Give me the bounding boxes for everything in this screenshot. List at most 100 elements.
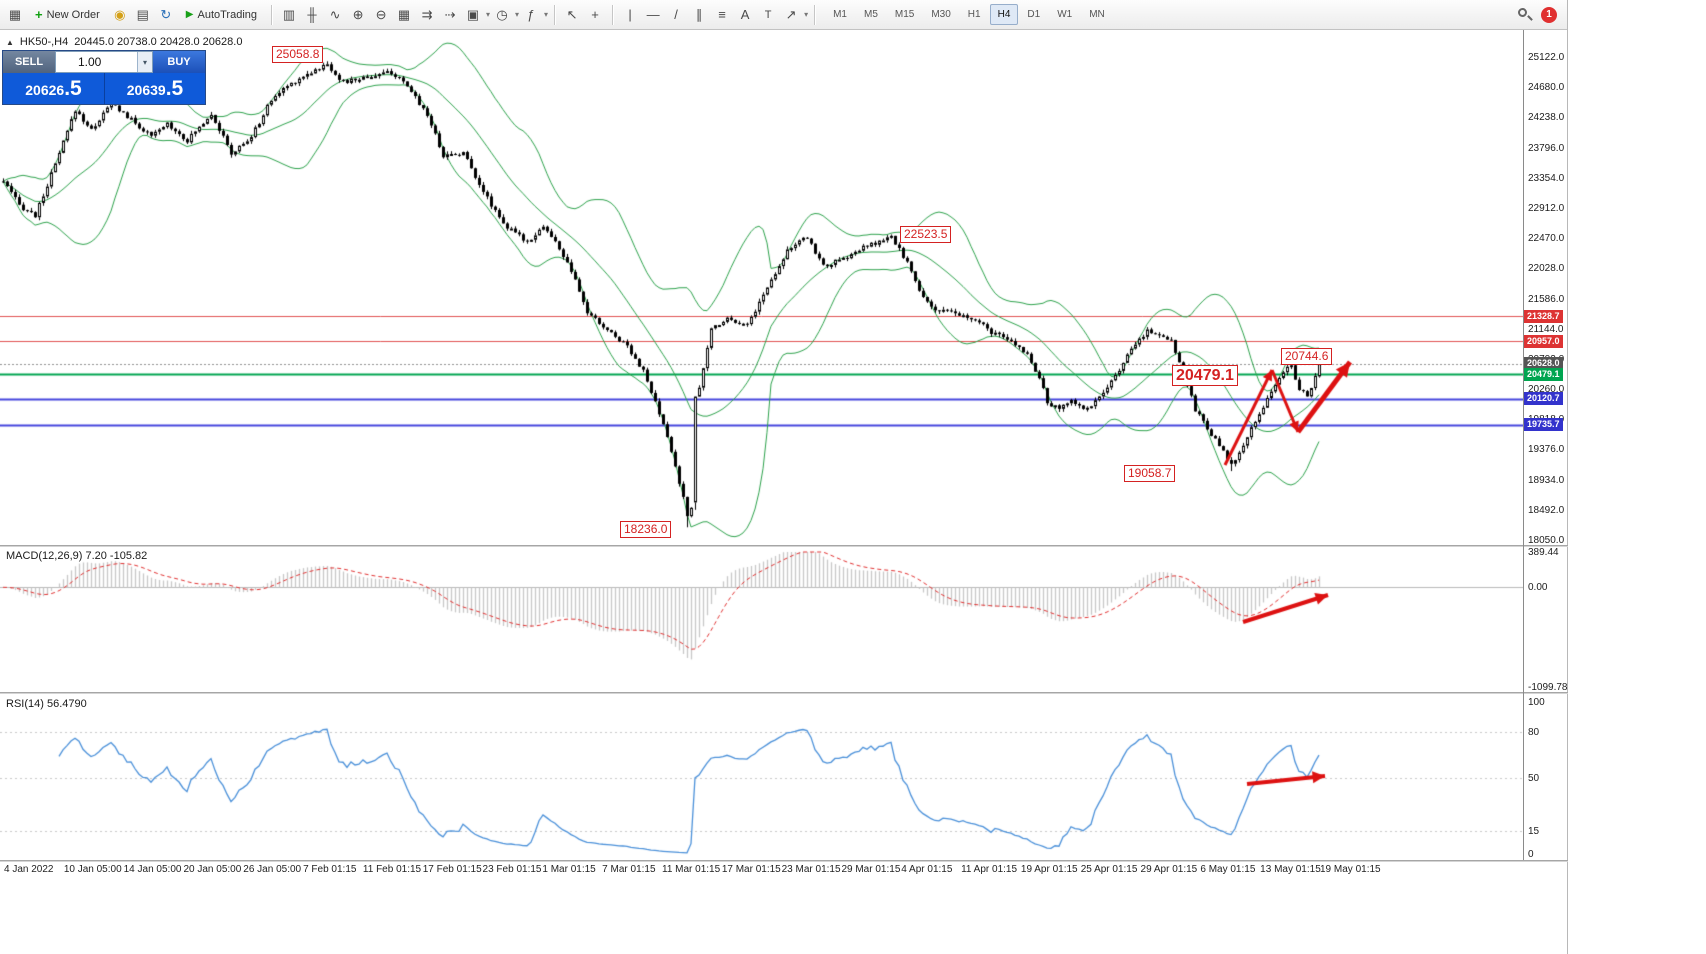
candlestick-chart-icon[interactable]: ╫	[307, 7, 317, 22]
bar-chart-icon[interactable]: ▥	[282, 6, 296, 22]
time-axis-label: 26 Jan 05:00	[243, 864, 302, 875]
timeframe-mn[interactable]: MN	[1089, 9, 1105, 20]
time-axis-label: 4 Apr 01:15	[901, 864, 953, 875]
price-callout[interactable]: 20479.1	[1172, 365, 1238, 386]
line-chart-icon[interactable]: ∿	[329, 6, 341, 22]
timeframe-d1[interactable]: D1	[1027, 9, 1041, 20]
price-axis-label: 18934.0	[1528, 474, 1565, 486]
zoom-out-icon[interactable]: ⊖	[375, 6, 387, 22]
rsi-label: RSI(14) 56.4790	[6, 698, 87, 710]
symbol-period-label: HK50-,H4	[19, 36, 69, 48]
price-axis-label: 25122.0	[1528, 52, 1565, 63]
horizontal-line-tool-icon[interactable]: —	[646, 7, 660, 22]
ohlc-values: 20445.0 20738.0 20428.0 20628.0	[74, 36, 243, 48]
timeframe-group: M1 M5 M15 M30 H1 H4 D1 W1 MN	[825, 4, 1113, 25]
timeframe-m30[interactable]: M30	[931, 9, 951, 20]
text-label-tool-icon[interactable]: T	[764, 8, 772, 21]
arrows-tool-icon[interactable]: ↗	[785, 6, 797, 22]
price-axis-label: 22912.0	[1528, 202, 1565, 214]
price-axis-label: 21586.0	[1528, 293, 1565, 305]
macd-indicator-canvas[interactable]	[0, 547, 1523, 692]
price-tag-20479.1: 20479.1	[1524, 367, 1563, 381]
chart-window-icon[interactable]: ▦	[8, 6, 22, 22]
rsi-indicator-canvas[interactable]	[0, 694, 1523, 860]
timeframe-m1[interactable]: M1	[833, 9, 847, 20]
panel-splitter[interactable]	[0, 860, 1568, 862]
timeframe-m15[interactable]: M15	[894, 9, 915, 20]
price-axis-label: 23796.0	[1528, 142, 1565, 154]
new-order-plus-icon: +	[35, 7, 43, 22]
price-callout[interactable]: 19058.7	[1124, 465, 1176, 482]
time-axis-label: 11 Apr 01:15	[961, 864, 1018, 875]
rsi-axis-label: 15	[1528, 826, 1540, 838]
price-callout[interactable]: 22523.5	[900, 226, 952, 243]
period-dropdown-icon[interactable]: ▾	[515, 10, 520, 19]
timeframe-m5[interactable]: M5	[863, 9, 878, 20]
panel-splitter[interactable]	[0, 692, 1568, 694]
notification-badge[interactable]: 1	[1541, 6, 1557, 23]
panel-splitter[interactable]	[0, 545, 1568, 547]
deposit-icon[interactable]: ◉	[114, 6, 126, 22]
symbol-arrow-icon: ▲	[6, 37, 14, 47]
rsi-axis-label: 50	[1528, 773, 1540, 784]
timeframe-w1[interactable]: W1	[1057, 9, 1073, 20]
time-axis-label: 20 Jan 05:00	[183, 864, 242, 875]
tile-windows-icon[interactable]: ▦	[397, 6, 411, 22]
price-axis-label: 18492.0	[1528, 504, 1565, 516]
trendline-tool-icon[interactable]: /	[674, 7, 678, 22]
search-icon[interactable]	[1517, 7, 1533, 23]
time-axis-label: 19 Apr 01:15	[1020, 864, 1078, 875]
refresh-icon[interactable]: ↻	[160, 6, 172, 22]
time-axis-label: 13 May 01:15	[1260, 864, 1321, 875]
text-tool-icon[interactable]: A	[740, 7, 750, 22]
indicators-dropdown-icon[interactable]: ▾	[544, 10, 549, 19]
price-tag-20957.0: 20957.0	[1524, 334, 1563, 348]
period-clock-icon[interactable]: ◷	[496, 6, 508, 22]
chart-shift-icon[interactable]: ⇢	[444, 6, 456, 22]
channel-tool-icon[interactable]: ∥	[695, 6, 703, 22]
price-axis-border	[1523, 30, 1524, 860]
time-axis-label: 29 Apr 01:15	[1140, 864, 1198, 875]
crosshair-icon[interactable]: +	[591, 7, 599, 22]
vertical-line-tool-icon[interactable]: |	[628, 7, 632, 22]
new-chart-dropdown-icon[interactable]: ▾	[486, 10, 491, 19]
price-callout[interactable]: 20744.6	[1281, 348, 1333, 365]
volume-stepper-icon[interactable]: ▾	[137, 52, 152, 72]
cursor-icon[interactable]: ↖	[566, 6, 578, 22]
fibonacci-tool-icon[interactable]: ≡	[718, 7, 726, 22]
sell-price[interactable]: 20626.5	[3, 73, 104, 104]
autotrading-play-icon: ▶	[185, 9, 194, 20]
indicators-icon[interactable]: ƒ	[527, 7, 535, 22]
sell-price-frac: .5	[64, 77, 82, 100]
timeframe-h4[interactable]: H4	[989, 4, 1019, 25]
buy-price-main: 20639	[126, 82, 166, 98]
toolbar-separator	[554, 4, 556, 25]
price-axis-label: 23354.0	[1528, 172, 1565, 184]
price-tag-21328.7: 21328.7	[1524, 309, 1563, 323]
new-chart-icon[interactable]: ▣	[466, 6, 480, 22]
macd-label: MACD(12,26,9) 7.20 -105.82	[6, 550, 148, 562]
timeframe-h1[interactable]: H1	[967, 9, 981, 20]
price-axis-label: 22470.0	[1528, 233, 1565, 245]
time-axis-label: 17 Feb 01:15	[422, 864, 482, 875]
buy-price[interactable]: 20639.5	[104, 73, 205, 104]
autotrading-button[interactable]: ▶ AutoTrading	[178, 3, 265, 27]
zoom-in-icon[interactable]: ⊕	[352, 6, 364, 22]
macd-axis-label: 0.00	[1528, 582, 1548, 594]
time-axis-label: 25 Apr 01:15	[1080, 864, 1138, 875]
print-icon[interactable]: ▤	[136, 6, 149, 22]
price-chart-canvas[interactable]	[0, 30, 1523, 545]
price-callout[interactable]: 18236.0	[620, 521, 672, 538]
volume-input[interactable]: 1.00 ▾	[55, 51, 153, 73]
new-order-button[interactable]: + New Order	[27, 3, 108, 27]
buy-button[interactable]: BUY	[153, 51, 205, 73]
time-axis-label: 1 Mar 01:15	[542, 864, 596, 875]
auto-scroll-icon[interactable]: ⇉	[421, 6, 433, 22]
price-callout[interactable]: 25058.8	[272, 46, 324, 63]
autotrading-label: AutoTrading	[197, 8, 258, 21]
price-axis-label: 21144.0	[1528, 323, 1564, 335]
arrows-dropdown-icon[interactable]: ▾	[804, 10, 809, 19]
new-order-label: New Order	[46, 8, 100, 21]
sell-button[interactable]: SELL	[3, 51, 55, 73]
time-axis-label: 10 Jan 05:00	[63, 864, 122, 875]
